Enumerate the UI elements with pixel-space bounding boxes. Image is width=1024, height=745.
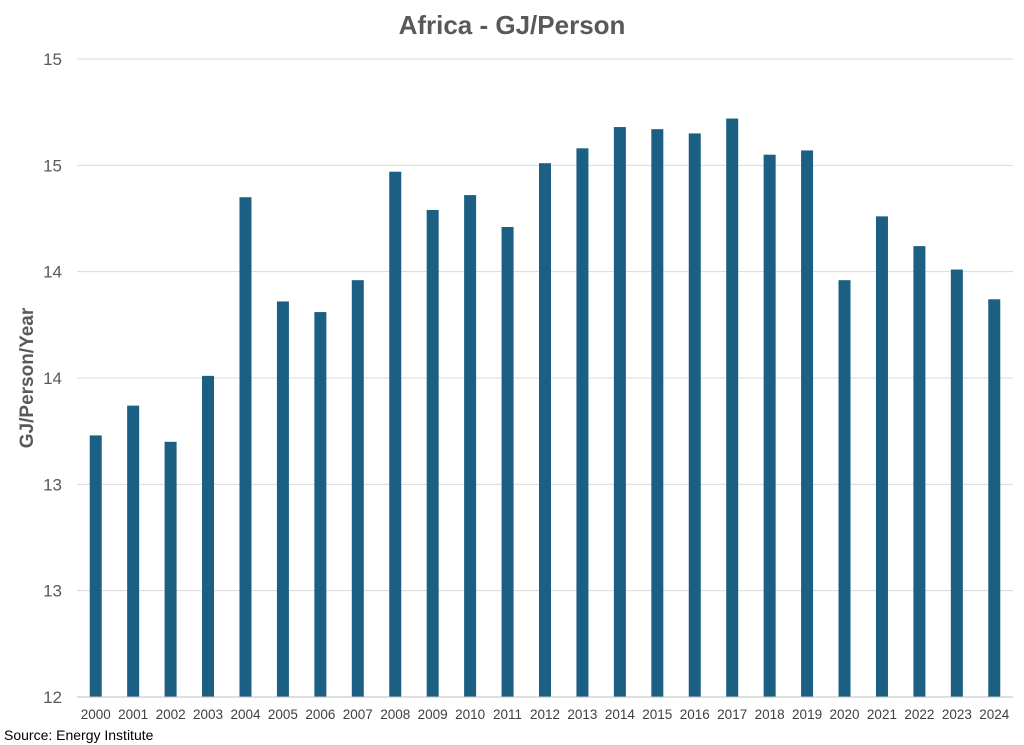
bar-2007 (351, 280, 364, 697)
x-axis-ticks: 2000 2001 2002 2003 2004 2005 2006 2007 2008 2009… (81, 707, 1010, 722)
y-axis-label: GJ/Person/Year (17, 307, 38, 448)
x-tick-label: 2019 (792, 707, 822, 722)
bar-2003 (202, 375, 215, 697)
x-tick-label: 2016 (680, 707, 710, 722)
bar-2005 (276, 301, 289, 697)
bars (89, 118, 1001, 698)
x-tick-label: 2005 (268, 707, 298, 722)
y-tick-label: 14 (43, 263, 62, 282)
x-tick-label: 2003 (193, 707, 223, 722)
x-tick-label: 2012 (530, 707, 560, 722)
x-tick-label: 2017 (717, 707, 747, 722)
bar-2015 (651, 129, 664, 697)
bar-2014 (613, 127, 626, 697)
bar-2024 (988, 299, 1001, 697)
x-tick-label: 2024 (979, 707, 1010, 722)
x-tick-label: 2000 (81, 707, 111, 722)
x-tick-label: 2008 (380, 707, 410, 722)
bar-2000 (89, 435, 102, 697)
x-tick-label: 2021 (867, 707, 897, 722)
y-tick-label: 15 (43, 50, 62, 69)
y-tick-label: 15 (43, 156, 62, 175)
bar-2021 (875, 216, 888, 697)
bar-2010 (464, 195, 477, 697)
chart-title: Africa - GJ/Person (399, 10, 626, 40)
x-tick-label: 2007 (343, 707, 373, 722)
bar-2020 (838, 280, 851, 697)
x-tick-label: 2011 (493, 707, 522, 722)
bar-2018 (763, 154, 776, 697)
x-tick-label: 2004 (230, 707, 261, 722)
x-tick-label: 2020 (829, 707, 859, 722)
y-tick-label: 12 (43, 688, 62, 707)
x-tick-label: 2009 (418, 707, 448, 722)
x-tick-label: 2001 (118, 707, 148, 722)
x-tick-label: 2018 (755, 707, 785, 722)
bar-2008 (389, 171, 402, 698)
y-tick-label: 14 (43, 369, 62, 388)
bar-2012 (539, 163, 551, 697)
x-tick-label: 2002 (156, 707, 186, 722)
x-tick-label: 2013 (567, 707, 597, 722)
bar-2004 (239, 197, 252, 697)
x-tick-label: 2006 (305, 707, 335, 722)
bar-2009 (426, 209, 439, 697)
x-tick-label: 2023 (942, 707, 972, 722)
y-axis-ticks: 12 13 13 14 14 15 15 (43, 50, 62, 707)
x-tick-label: 2015 (642, 707, 672, 722)
bar-2016 (688, 133, 701, 697)
bar-2001 (127, 405, 140, 697)
bar-2006 (314, 312, 327, 697)
bar-2017 (726, 118, 739, 697)
y-tick-label: 13 (43, 582, 62, 601)
bar-2013 (576, 148, 589, 697)
bar-2002 (164, 441, 177, 697)
source-note: Source: Energy Institute (4, 727, 154, 743)
bar-2011 (501, 227, 514, 698)
x-tick-label: 2022 (904, 707, 934, 722)
x-tick-label: 2014 (605, 707, 636, 722)
x-tick-label: 2010 (455, 707, 485, 722)
bar-2023 (950, 269, 963, 697)
y-tick-label: 13 (43, 475, 62, 494)
bar-2019 (801, 150, 814, 698)
bar-2022 (913, 246, 926, 697)
